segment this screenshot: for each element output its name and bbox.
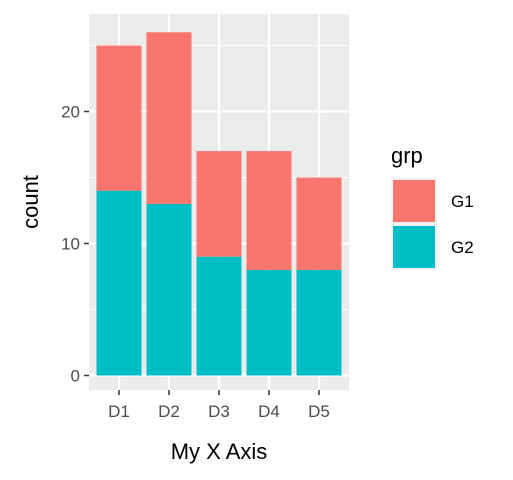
bar-g1-d3 [196, 151, 242, 257]
legend-label-g1: G1 [451, 192, 474, 211]
legend: grp G1 G2 [391, 143, 474, 270]
bar-g1-d2 [146, 32, 192, 204]
x-tick-label: D1 [108, 402, 130, 421]
bar-g2-d1 [96, 190, 142, 376]
bars [96, 32, 342, 376]
bar-g2-d4 [246, 269, 292, 376]
bar-g2-d3 [196, 256, 242, 376]
x-tick-label: D3 [208, 402, 230, 421]
x-tick-label: D5 [308, 402, 330, 421]
legend-swatch-g2 [393, 226, 435, 268]
legend-label-g2: G2 [451, 238, 474, 257]
y-tick-label: 0 [71, 367, 80, 386]
bar-g2-d2 [146, 203, 192, 376]
legend-swatch-g1 [393, 180, 435, 222]
bar-g2-d5 [296, 269, 342, 376]
legend-title: grp [391, 143, 423, 168]
bar-g1-d5 [296, 177, 342, 270]
bar-g1-d1 [96, 45, 142, 191]
x-tick-label: D4 [258, 402, 280, 421]
x-tick-label: D2 [158, 402, 180, 421]
bar-g1-d4 [246, 151, 292, 270]
y-axis: 0 10 20 [61, 103, 89, 386]
y-tick-label: 20 [61, 103, 80, 122]
x-axis: D1 D2 D3 D4 D5 [108, 390, 330, 421]
x-axis-title: My X Axis [171, 439, 268, 464]
y-tick-label: 10 [61, 235, 80, 254]
y-axis-title: count [18, 175, 43, 229]
